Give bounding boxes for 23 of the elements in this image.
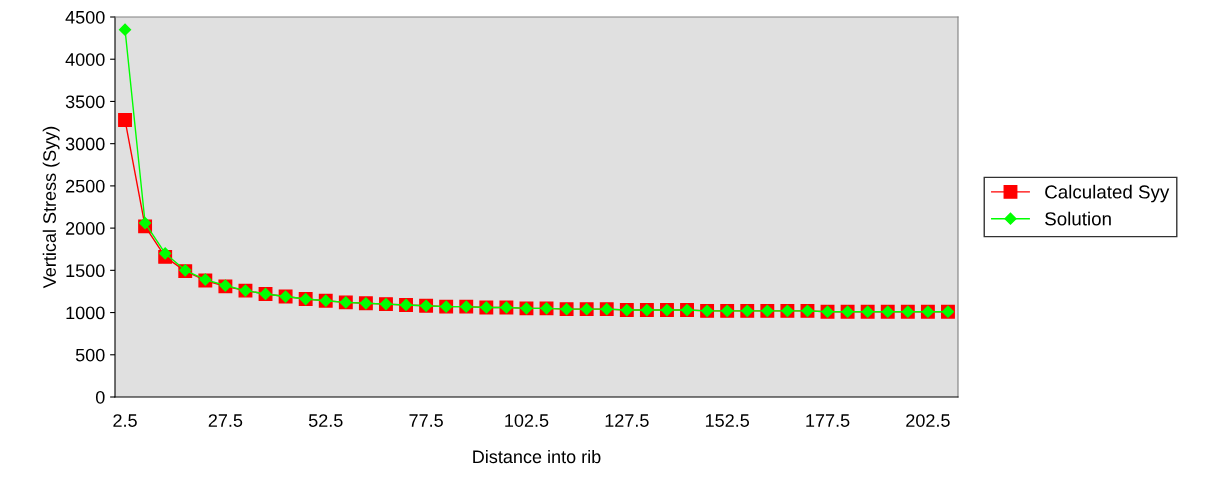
y-tick-label: 500	[75, 348, 105, 362]
x-tick-label: 27.5	[208, 414, 243, 427]
y-tick-label: 2000	[66, 222, 105, 235]
x-tick-label: 177.5	[806, 414, 850, 427]
y-tick-label: 4000	[65, 53, 105, 66]
legend-label: Solution	[1045, 211, 1111, 226]
x-tick-label: 77.5	[409, 414, 443, 427]
x-tick-label: 52.5	[308, 414, 343, 427]
y-tick-label: 1000	[66, 306, 105, 320]
y-tick-label: 3000	[65, 137, 105, 151]
x-axis-title: Distance into rib	[473, 449, 601, 464]
legend-label: Calculated Syy	[1045, 184, 1170, 203]
x-tick-label: 102.5	[505, 414, 549, 427]
y-tick-label: 3500	[65, 95, 105, 109]
x-tick-label: 127.5	[605, 414, 649, 427]
y-tick-label: 4500	[65, 10, 105, 24]
x-tick-label: 2.5	[113, 414, 137, 427]
x-tick-label: 152.5	[705, 414, 750, 427]
x-tick-label: 202.5	[906, 414, 950, 427]
y-tick-label: 0	[95, 390, 105, 404]
y-axis-title: Vertical Stress (Syy)	[42, 126, 60, 289]
y-tick-label: 1500	[66, 264, 105, 278]
y-tick-label: 2500	[66, 179, 105, 193]
